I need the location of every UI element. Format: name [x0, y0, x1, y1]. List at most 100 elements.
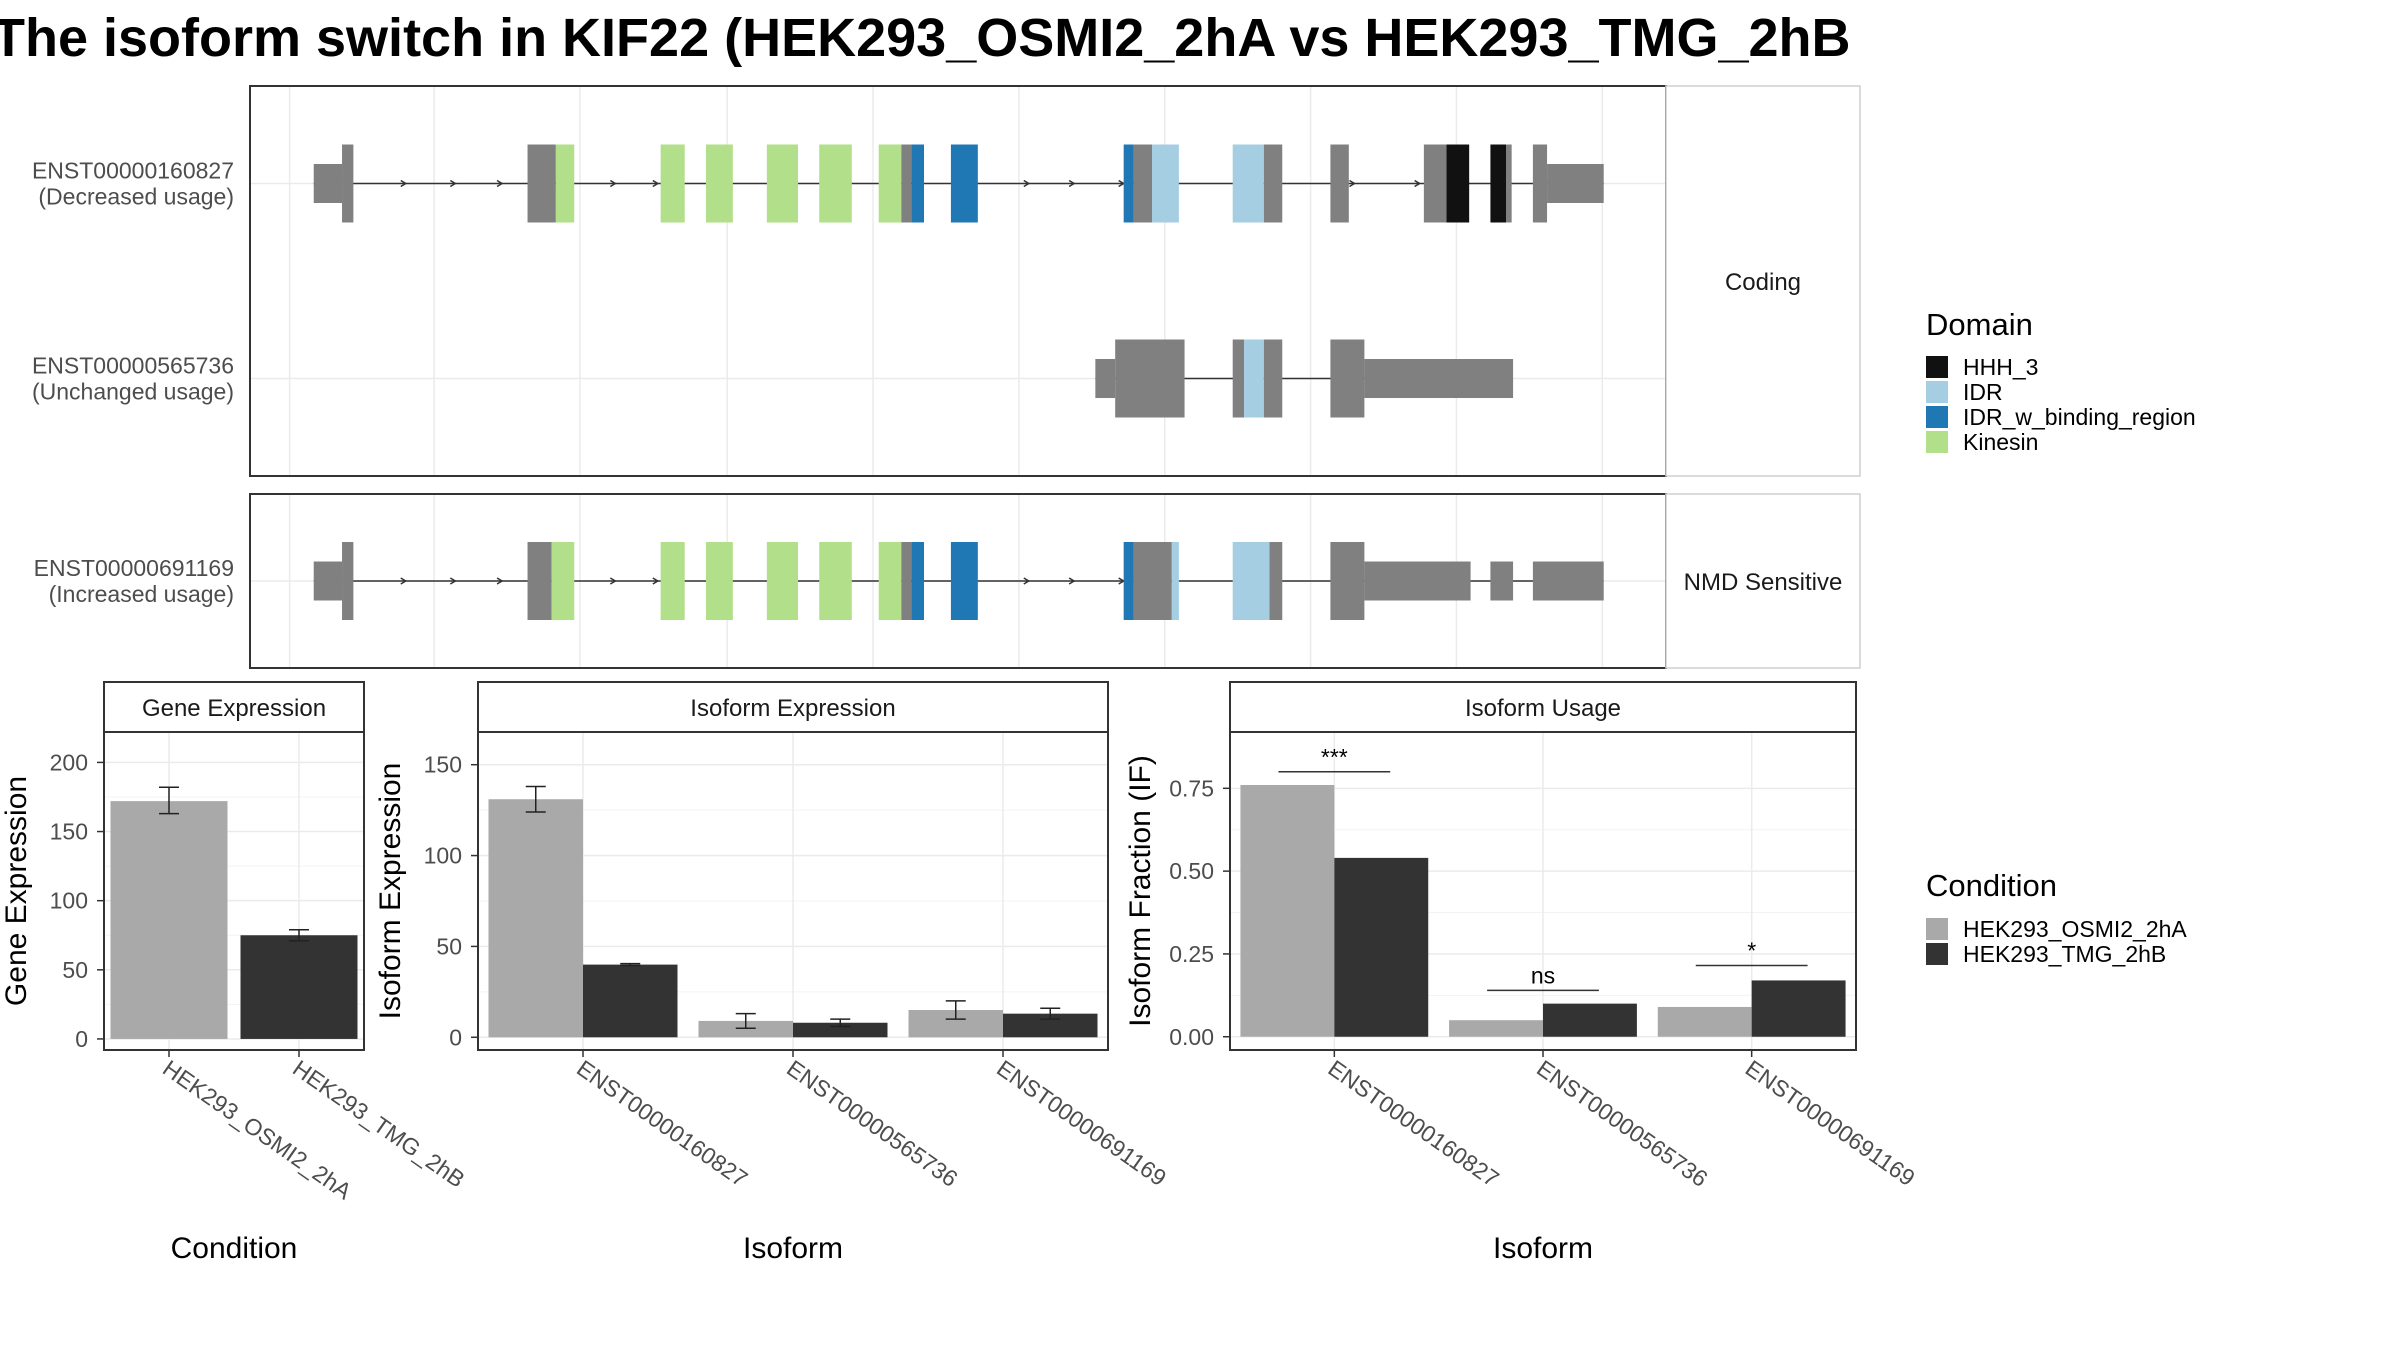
legend-swatch	[1926, 356, 1948, 378]
strand-arrow	[652, 577, 660, 585]
domain-block	[1232, 542, 1270, 620]
exon-block	[1490, 561, 1514, 601]
domain-block	[555, 144, 575, 223]
y-tick-label: 50	[62, 957, 88, 983]
strand-arrow	[496, 577, 504, 585]
bar	[110, 801, 228, 1039]
exon-block	[313, 561, 343, 601]
strand-arrow	[609, 179, 617, 188]
x-tick-label: ENST00000691169	[1741, 1055, 1920, 1191]
transcript-usage-label: (Unchanged usage)	[32, 379, 234, 405]
bar	[488, 799, 583, 1038]
x-tick-label: ENST00000691169	[992, 1055, 1171, 1191]
strand-arrow	[400, 577, 408, 585]
domain-block	[1171, 542, 1179, 620]
legend-swatch	[1926, 918, 1948, 940]
transcript-id-label: ENST00000565736	[32, 353, 234, 379]
bar-chart: *** ns * Isoform Usage 0.00 0.25 0.50 0.75 Isofo…	[1124, 681, 1920, 1265]
domain-block	[1151, 144, 1179, 223]
exon-block	[1423, 144, 1447, 223]
strand-arrow	[1023, 179, 1031, 188]
strand-arrow	[1023, 577, 1031, 585]
exon-block	[1330, 542, 1365, 620]
domain-block	[911, 144, 925, 223]
strand-arrow	[449, 577, 457, 585]
exon-block	[1330, 339, 1365, 418]
domain-block	[911, 542, 925, 620]
domain-block	[660, 542, 685, 620]
legend-swatch	[1926, 381, 1948, 403]
bar	[1334, 857, 1429, 1037]
legend-title: Domain	[1926, 307, 2033, 342]
legend-swatch	[1926, 406, 1948, 428]
exon-block	[1115, 339, 1185, 418]
domain-block	[878, 542, 902, 620]
y-tick-label: 0.25	[1169, 941, 1214, 967]
domain-block	[950, 542, 978, 620]
exon-block	[901, 144, 912, 223]
domain-block	[660, 144, 685, 223]
bar	[698, 1020, 793, 1038]
facet-strip	[103, 681, 365, 733]
domain-block	[1244, 339, 1264, 418]
strand-arrow	[1349, 179, 1356, 188]
exon-block	[1532, 144, 1548, 223]
transcript-usage-label: (Increased usage)	[49, 581, 234, 607]
domain-block	[1123, 144, 1134, 223]
exon-block	[901, 542, 912, 620]
transcript-usage-label: (Decreased usage)	[38, 184, 234, 210]
y-tick-label: 150	[424, 752, 462, 778]
domain-block	[1490, 144, 1506, 223]
strand-arrow	[1068, 179, 1076, 188]
significance-label: ***	[1321, 744, 1348, 770]
exon-block	[1532, 561, 1604, 601]
domain-block	[878, 144, 902, 223]
strand-arrow	[496, 179, 504, 188]
exon-block	[1269, 542, 1283, 620]
y-tick-label: 0.00	[1169, 1024, 1214, 1050]
exon-block	[313, 164, 343, 203]
exon-block	[1095, 359, 1116, 398]
strip-box	[1665, 85, 1861, 477]
x-axis-label: Isoform	[743, 1232, 843, 1265]
strip-label: Coding	[1725, 269, 1801, 296]
legend-label: HEK293_OSMI2_2hA	[1963, 916, 2187, 942]
facet-strip	[477, 681, 1109, 733]
domain-block	[766, 542, 798, 620]
y-tick-label: 150	[50, 819, 88, 845]
x-tick-label: ENST00000160827	[1323, 1055, 1503, 1192]
bar	[793, 1022, 888, 1038]
strand-arrow	[1118, 577, 1126, 585]
domain-block	[1123, 542, 1134, 620]
significance-label: *	[1747, 938, 1756, 964]
exon-block	[1133, 144, 1152, 223]
transcript-panel: ENST00000160827(Decreased usage) ENST0000…	[32, 85, 1861, 477]
exon-block	[342, 542, 354, 620]
y-tick-label: 0	[75, 1026, 88, 1052]
exon-block	[1263, 144, 1283, 223]
domain-block	[551, 542, 575, 620]
exon-block	[1364, 359, 1514, 398]
strand-arrow	[609, 577, 617, 585]
bar	[1657, 1006, 1752, 1037]
y-tick-label: 100	[50, 888, 88, 914]
x-axis-label: Condition	[171, 1232, 298, 1265]
y-tick-label: 200	[50, 749, 88, 775]
strand-arrow	[1414, 179, 1422, 188]
bar	[1543, 1003, 1637, 1037]
legend-label: IDR	[1963, 379, 2003, 405]
domain-legend: Domain HHH_3IDRIDR_w_binding_regionKinesi…	[1926, 307, 2196, 455]
exon-block	[342, 144, 354, 223]
x-axis-label: Isoform	[1493, 1232, 1593, 1265]
strip-box	[1665, 493, 1861, 669]
legend-swatch	[1926, 943, 1948, 965]
y-tick-label: 100	[424, 843, 462, 869]
exon-block	[1547, 164, 1604, 203]
y-axis-label: Isoform Expression	[374, 763, 407, 1020]
exon-block	[1232, 339, 1245, 418]
y-axis-label: Gene Expression	[0, 776, 33, 1006]
x-tick-label: ENST00000565736	[1532, 1055, 1712, 1192]
domain-block	[766, 144, 798, 223]
